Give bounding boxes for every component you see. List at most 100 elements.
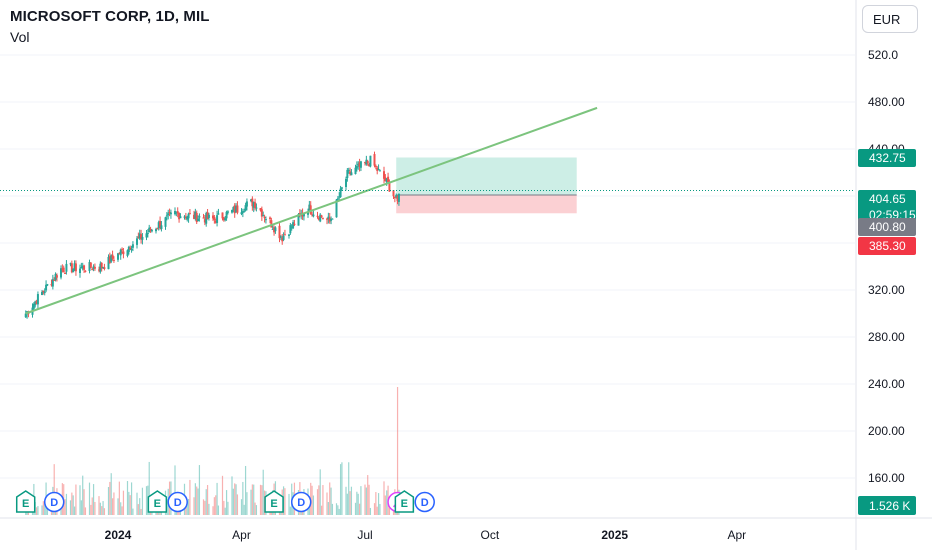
candle xyxy=(373,151,376,168)
volume-bar xyxy=(365,487,367,515)
candle xyxy=(357,161,360,170)
candle-body xyxy=(72,268,75,273)
badge-value: 400.80 xyxy=(869,220,906,234)
candle xyxy=(111,250,114,261)
candle-body xyxy=(203,219,206,223)
candle xyxy=(395,193,398,199)
candle-body xyxy=(393,197,396,199)
candle-body xyxy=(141,236,144,240)
volume-bar xyxy=(91,497,93,515)
volume-bar xyxy=(92,484,95,515)
earnings-label: E xyxy=(401,498,408,510)
candle xyxy=(129,245,132,251)
candle-body xyxy=(24,313,27,318)
volume-bar xyxy=(244,465,247,515)
volume-bar xyxy=(379,504,381,515)
badge-background xyxy=(858,496,916,515)
volume-bar xyxy=(189,479,191,515)
candle-body xyxy=(339,188,342,198)
candle xyxy=(240,208,243,216)
volume-indicator-label[interactable]: Vol xyxy=(10,29,30,45)
candle xyxy=(283,229,286,236)
candle-body xyxy=(373,154,376,166)
candle xyxy=(89,262,92,269)
currency-button[interactable]: EUR xyxy=(862,5,918,33)
candle xyxy=(103,263,106,271)
candle-body xyxy=(118,253,121,255)
candle-body xyxy=(80,267,83,269)
candle-body xyxy=(156,228,159,230)
volume-bar xyxy=(234,483,236,515)
time-tick-label: Apr xyxy=(728,528,747,542)
candle xyxy=(206,209,209,220)
candle-body xyxy=(212,215,214,219)
candle-body xyxy=(251,198,254,207)
volume-bar xyxy=(322,485,324,515)
candle-body xyxy=(83,265,86,270)
volume-bar xyxy=(128,491,130,515)
candle xyxy=(146,229,149,238)
volume-bar xyxy=(262,469,264,515)
volume-bar xyxy=(345,486,347,515)
candle-body xyxy=(217,213,220,215)
candle-body xyxy=(43,291,46,294)
candle-body xyxy=(41,291,43,296)
volume-bar xyxy=(37,506,39,515)
price-tick-label: 240.00 xyxy=(868,377,905,391)
candle xyxy=(226,210,229,215)
candle-body xyxy=(198,216,201,218)
volume-bar xyxy=(331,503,334,515)
candle xyxy=(35,299,38,305)
candle-body xyxy=(119,249,122,256)
volume-bar xyxy=(148,461,150,515)
volume-bar xyxy=(223,500,225,515)
candle xyxy=(69,262,72,267)
price-tick-label: 520.0 xyxy=(868,48,898,62)
candle xyxy=(273,225,276,236)
candle-body xyxy=(273,227,276,233)
volume-bar xyxy=(240,499,243,515)
candle-body xyxy=(392,190,395,197)
candle-body xyxy=(224,218,227,221)
candle xyxy=(252,201,255,213)
candle xyxy=(138,229,141,241)
candle xyxy=(282,232,285,242)
candle-body xyxy=(64,273,67,275)
candle-body xyxy=(377,168,380,170)
candle-body xyxy=(126,250,129,256)
candle xyxy=(118,252,121,255)
candle xyxy=(81,262,84,271)
candle-body xyxy=(42,290,45,293)
candle xyxy=(140,229,143,244)
volume-bar xyxy=(41,505,43,515)
candle-body xyxy=(167,213,170,216)
candle xyxy=(43,288,46,296)
candle-body xyxy=(88,262,91,271)
candle xyxy=(64,271,67,275)
candle xyxy=(198,213,201,222)
candle xyxy=(222,216,225,222)
candle-body xyxy=(259,208,262,211)
candle xyxy=(141,233,144,245)
volume-bar xyxy=(111,498,114,515)
candle xyxy=(80,262,83,269)
candle-body xyxy=(60,268,62,278)
volume-bar xyxy=(117,498,119,515)
candle-body xyxy=(269,217,271,219)
volume-bar xyxy=(94,501,96,515)
volume-bar xyxy=(204,500,206,515)
volume-bar xyxy=(350,486,353,515)
candle xyxy=(364,161,366,166)
candle xyxy=(107,254,110,270)
candle-body xyxy=(62,267,65,273)
candle-body xyxy=(345,178,347,188)
volume-bar xyxy=(386,490,388,515)
candle xyxy=(377,164,380,171)
candle-body xyxy=(354,167,357,175)
candle xyxy=(245,198,248,211)
candle-body xyxy=(148,227,151,233)
volume-bar xyxy=(102,501,104,515)
candle xyxy=(54,272,57,282)
candle xyxy=(65,260,68,275)
